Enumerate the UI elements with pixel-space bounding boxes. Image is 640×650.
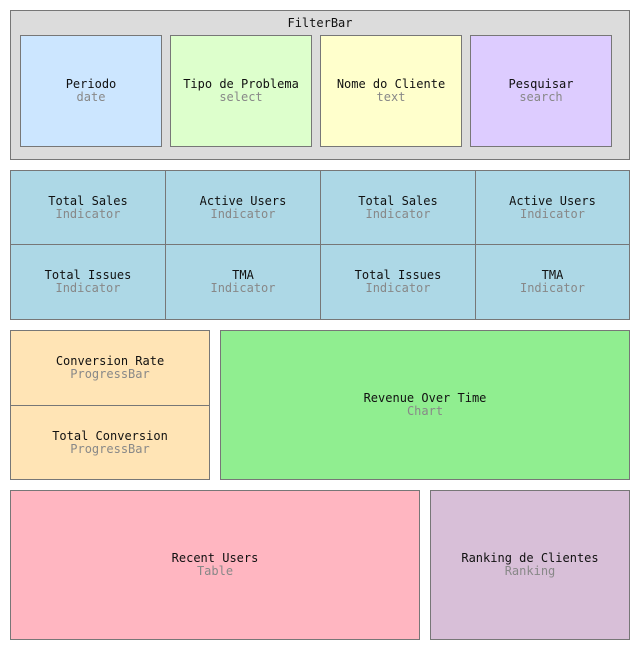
indicator-type: Indicator: [519, 206, 586, 221]
filter-periodo[interactable]: Periodo date: [20, 35, 162, 147]
indicator-label: Total Sales: [48, 193, 128, 208]
filter-label: Periodo: [65, 77, 117, 91]
indicator-type: Indicator: [519, 281, 586, 295]
indicator-tma-2: TMA Indicator: [475, 244, 630, 320]
indicator-active-users: Active Users Indicator: [165, 170, 321, 245]
filter-type: date: [76, 90, 106, 104]
filter-label: Pesquisar: [508, 77, 574, 91]
chart-revenue-over-time: Revenue Over Time Chart: [220, 330, 630, 480]
indicator-label: TMA: [232, 268, 254, 282]
indicator-label: Active Users: [199, 193, 287, 208]
indicator-total-sales-2: Total Sales Indicator: [320, 170, 476, 245]
indicator-label: Total Issues: [44, 268, 132, 282]
indicator-label: TMA: [541, 268, 564, 282]
indicator-label: Total Issues: [354, 268, 442, 282]
indicator-tma: TMA Indicator: [165, 244, 321, 320]
indicator-type: Indicator: [210, 281, 276, 295]
indicator-type: Indicator: [55, 206, 121, 221]
filter-pesquisar[interactable]: Pesquisar search: [470, 35, 612, 147]
filter-nome-do-cliente[interactable]: Nome do Cliente text: [320, 35, 462, 147]
ranking-type: Ranking: [504, 564, 556, 578]
progressbar-label: Total Conversion: [52, 428, 168, 443]
progressbar-total-conversion: Total Conversion ProgressBar: [10, 405, 210, 480]
ranking-de-clientes: Ranking de Clientes Ranking: [430, 490, 630, 640]
ranking-label: Ranking de Clientes: [461, 551, 599, 565]
indicator-active-users-2: Active Users Indicator: [475, 170, 630, 245]
indicator-type: Indicator: [210, 206, 276, 221]
filter-type: select: [219, 90, 263, 104]
table-label: Recent Users: [171, 551, 259, 565]
indicator-type: Indicator: [365, 206, 431, 221]
indicator-total-issues-2: Total Issues Indicator: [320, 244, 476, 320]
table-recent-users: Recent Users Table: [10, 490, 420, 640]
filter-type: text: [376, 90, 406, 104]
indicator-label: Total Sales: [358, 193, 438, 208]
filter-label: Tipo de Problema: [183, 77, 299, 91]
indicator-total-sales: Total Sales Indicator: [10, 170, 166, 245]
filter-tipo-de-problema[interactable]: Tipo de Problema select: [170, 35, 312, 147]
progressbar-label: Conversion Rate: [55, 354, 165, 368]
progressbar-type: ProgressBar: [70, 441, 150, 456]
indicator-type: Indicator: [55, 281, 121, 295]
indicator-type: Indicator: [365, 281, 431, 295]
progressbar-type: ProgressBar: [70, 367, 150, 381]
indicator-label: Active Users: [509, 193, 596, 208]
progressbar-conversion-rate: Conversion Rate ProgressBar: [10, 330, 210, 406]
chart-label: Revenue Over Time: [363, 391, 487, 405]
indicator-total-issues: Total Issues Indicator: [10, 244, 166, 320]
filter-type: search: [519, 90, 563, 104]
chart-type: Chart: [406, 404, 444, 418]
table-type: Table: [196, 564, 234, 578]
filterbar-title: FilterBar: [287, 16, 353, 30]
filter-label: Nome do Cliente: [336, 77, 446, 91]
